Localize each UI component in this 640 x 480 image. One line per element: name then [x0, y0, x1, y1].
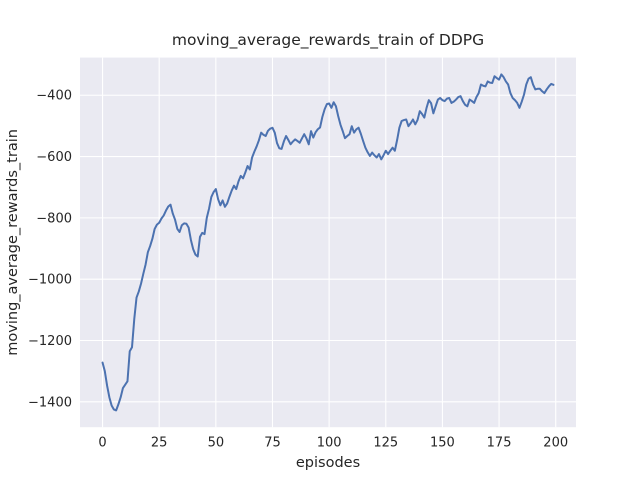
y-tick-labels: −400 −600 −800 −1000 −1200 −1400	[28, 89, 72, 411]
plot-area	[80, 57, 576, 428]
y-tick-label: −400	[36, 89, 72, 104]
y-tick-label: −800	[36, 211, 72, 226]
x-tick-label: 200	[543, 436, 568, 451]
x-tick-label: 25	[151, 436, 168, 451]
x-tick-label: 0	[98, 436, 106, 451]
x-tick-labels: 0 25 50 75 100 125 150 175 200	[98, 436, 568, 451]
y-tick-label: −600	[36, 150, 72, 165]
x-tick-label: 150	[430, 436, 455, 451]
x-tick-label: 125	[373, 436, 398, 451]
x-tick-label: 75	[264, 436, 281, 451]
y-tick-label: −1200	[28, 334, 72, 349]
x-tick-label: 50	[208, 436, 225, 451]
series-line-ddpg	[101, 73, 555, 412]
y-axis-label: moving_average_rewards_train	[5, 129, 21, 356]
x-tick-label: 175	[487, 436, 512, 451]
y-tick-label: −1000	[28, 273, 72, 288]
x-axis-label: episodes	[296, 455, 360, 471]
x-tick-label: 100	[317, 436, 342, 451]
y-tick-label: −1400	[28, 395, 72, 410]
chart-title: moving_average_rewards_train of DDPG	[172, 31, 484, 50]
